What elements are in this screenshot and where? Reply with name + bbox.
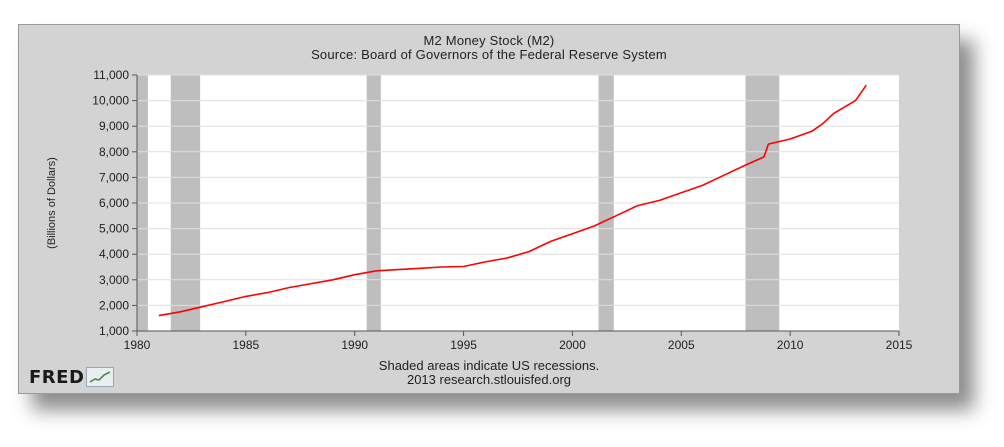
y-tick-label: 7,000 [99,170,129,184]
x-tick-label: 2005 [668,338,695,352]
y-tick-label: 10,000 [92,94,129,108]
y-tick-label: 9,000 [99,119,129,133]
x-tick-label: 1995 [450,338,477,352]
x-tick-label: 2010 [777,338,804,352]
y-tick-label: 4,000 [99,247,129,261]
fred-logo: FRED [29,366,115,388]
y-tick-label: 5,000 [99,222,129,236]
chart-title: M2 Money Stock (M2) [423,33,555,48]
y-tick-label: 3,000 [99,273,129,287]
fred-logo-text: FRED [29,366,85,388]
y-tick-label: 11,000 [93,68,129,82]
x-tick-label: 1980 [124,338,151,352]
y-tick-label: 2,000 [99,298,129,312]
y-axis-label: (Billions of Dollars) [46,157,58,249]
chart-subtitle: Source: Board of Governors of the Federa… [311,47,667,62]
x-tick-label: 1990 [341,338,368,352]
fred-graph-icon [86,367,115,387]
y-tick-label: 8,000 [99,145,129,159]
m2-series-line [158,84,867,317]
chart-frame: M2 Money Stock (M2) Source: Board of Gov… [18,24,960,394]
m2-line-chart: 1,000 2,000 3,000 4,000 5,000 6,000 7,000 8,000… [46,68,913,352]
y-tick-label: 1,000 [99,324,129,338]
x-tick-label: 1985 [233,338,260,352]
x-tick-label: 2000 [559,338,586,352]
recession-note: Shaded areas indicate US recessions. [378,358,600,373]
source-credit: 2013 research.stlouisfed.org [406,372,572,387]
x-tick-label: 2015 [886,338,913,352]
y-tick-label: 6,000 [99,196,129,210]
